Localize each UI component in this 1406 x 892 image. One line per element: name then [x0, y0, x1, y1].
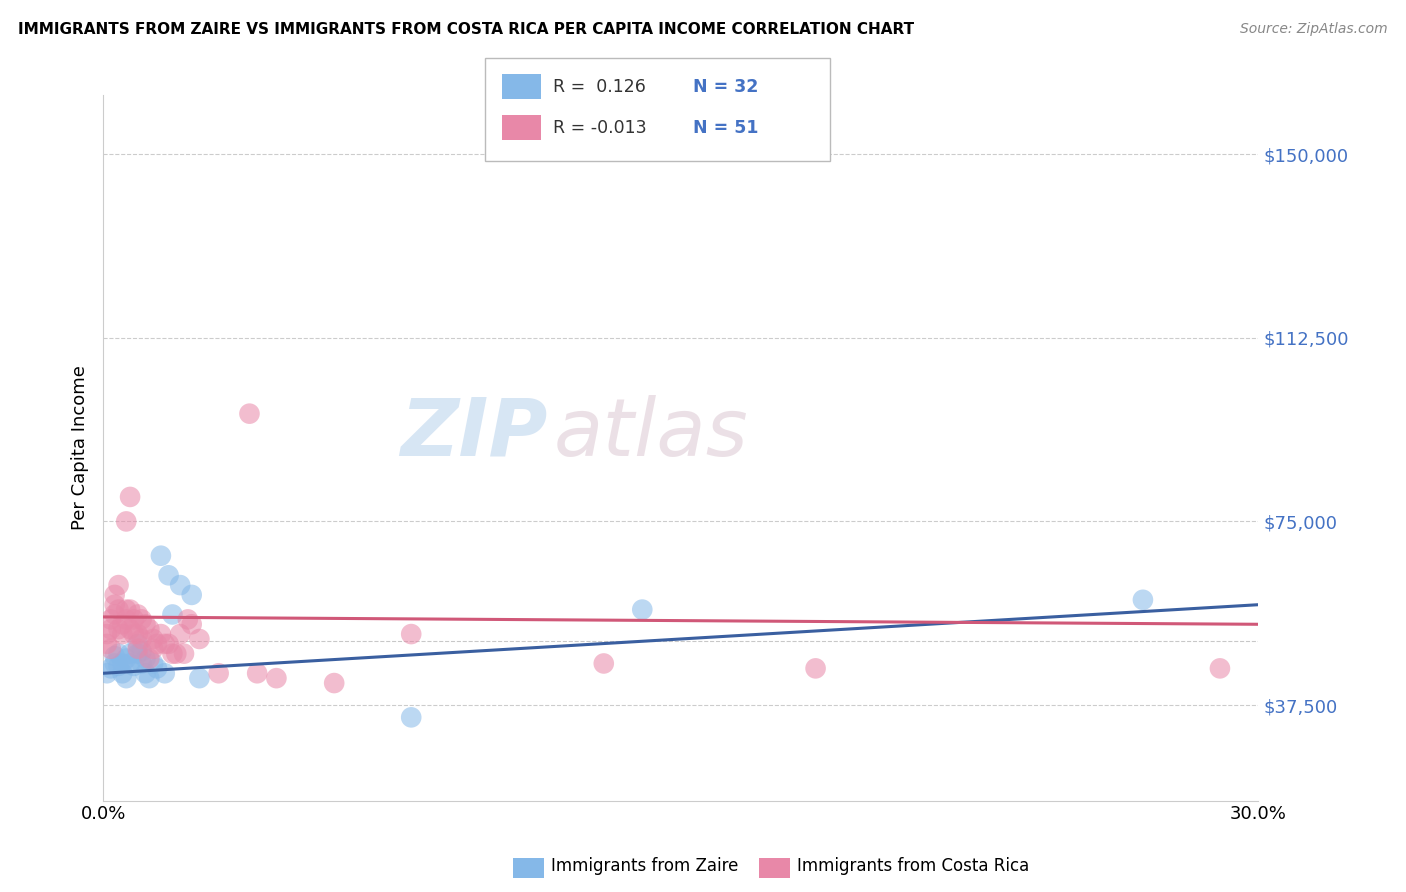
Point — [127, 637, 149, 651]
Point — [157, 637, 180, 651]
Point — [104, 657, 127, 671]
Point — [100, 612, 122, 626]
Point — [120, 657, 142, 671]
Point — [104, 598, 127, 612]
Point — [149, 627, 172, 641]
Point — [238, 407, 260, 421]
Point — [142, 641, 165, 656]
Point — [111, 627, 134, 641]
Point — [631, 602, 654, 616]
Point — [1209, 661, 1232, 675]
Point — [180, 588, 202, 602]
Text: R =  0.126: R = 0.126 — [553, 78, 645, 95]
Point — [246, 666, 269, 681]
Point — [142, 632, 165, 646]
Point — [1132, 592, 1154, 607]
Point — [146, 661, 169, 675]
Text: Source: ZipAtlas.com: Source: ZipAtlas.com — [1240, 22, 1388, 37]
Point — [100, 641, 122, 656]
Point — [138, 622, 160, 636]
Text: N = 51: N = 51 — [693, 119, 759, 136]
Point — [127, 641, 149, 656]
Point — [162, 607, 184, 622]
Text: IMMIGRANTS FROM ZAIRE VS IMMIGRANTS FROM COSTA RICA PER CAPITA INCOME CORRELATIO: IMMIGRANTS FROM ZAIRE VS IMMIGRANTS FROM… — [18, 22, 914, 37]
Point — [146, 637, 169, 651]
Point — [131, 612, 153, 626]
Point — [153, 637, 176, 651]
Point — [96, 627, 118, 641]
Point — [188, 671, 211, 685]
Point — [115, 612, 138, 626]
Point — [142, 657, 165, 671]
Point — [399, 627, 422, 641]
Point — [323, 676, 346, 690]
Point — [100, 622, 122, 636]
Point — [138, 651, 160, 665]
Point — [134, 666, 156, 681]
Point — [131, 657, 153, 671]
Point — [208, 666, 231, 681]
Point — [111, 666, 134, 681]
Point — [169, 627, 191, 641]
Point — [107, 659, 129, 673]
Point — [96, 666, 118, 681]
Point — [180, 617, 202, 632]
Point — [120, 622, 142, 636]
Point — [107, 647, 129, 661]
Point — [107, 622, 129, 636]
Point — [100, 661, 122, 675]
Point — [104, 588, 127, 602]
Point — [169, 578, 191, 592]
Point — [399, 710, 422, 724]
Point — [134, 617, 156, 632]
Point — [188, 632, 211, 646]
Point — [153, 666, 176, 681]
Point — [173, 647, 195, 661]
Point — [111, 617, 134, 632]
Point — [115, 671, 138, 685]
Point — [592, 657, 614, 671]
Point — [138, 671, 160, 685]
Point — [127, 647, 149, 661]
Point — [122, 659, 145, 673]
Point — [96, 637, 118, 651]
Point — [162, 647, 184, 661]
Point — [107, 602, 129, 616]
Point — [111, 657, 134, 671]
Point — [115, 602, 138, 616]
Point — [120, 602, 142, 616]
Point — [104, 649, 127, 664]
Point — [177, 612, 200, 626]
Point — [120, 490, 142, 504]
Text: atlas: atlas — [554, 395, 748, 473]
Point — [107, 578, 129, 592]
Text: ZIP: ZIP — [401, 395, 548, 473]
Point — [127, 607, 149, 622]
Y-axis label: Per Capita Income: Per Capita Income — [72, 366, 89, 531]
Point — [127, 627, 149, 641]
Text: R = -0.013: R = -0.013 — [553, 119, 647, 136]
Point — [266, 671, 288, 685]
Text: N = 32: N = 32 — [693, 78, 758, 95]
Point — [165, 647, 187, 661]
Point — [131, 644, 153, 658]
Point — [115, 651, 138, 665]
Point — [134, 651, 156, 665]
Point — [120, 647, 142, 661]
Text: Immigrants from Costa Rica: Immigrants from Costa Rica — [797, 857, 1029, 875]
Text: Immigrants from Zaire: Immigrants from Zaire — [551, 857, 738, 875]
Point — [122, 612, 145, 626]
Point — [122, 627, 145, 641]
Point — [804, 661, 827, 675]
Point — [157, 568, 180, 582]
Point — [115, 515, 138, 529]
Point — [149, 549, 172, 563]
Point — [104, 607, 127, 622]
Point — [131, 632, 153, 646]
